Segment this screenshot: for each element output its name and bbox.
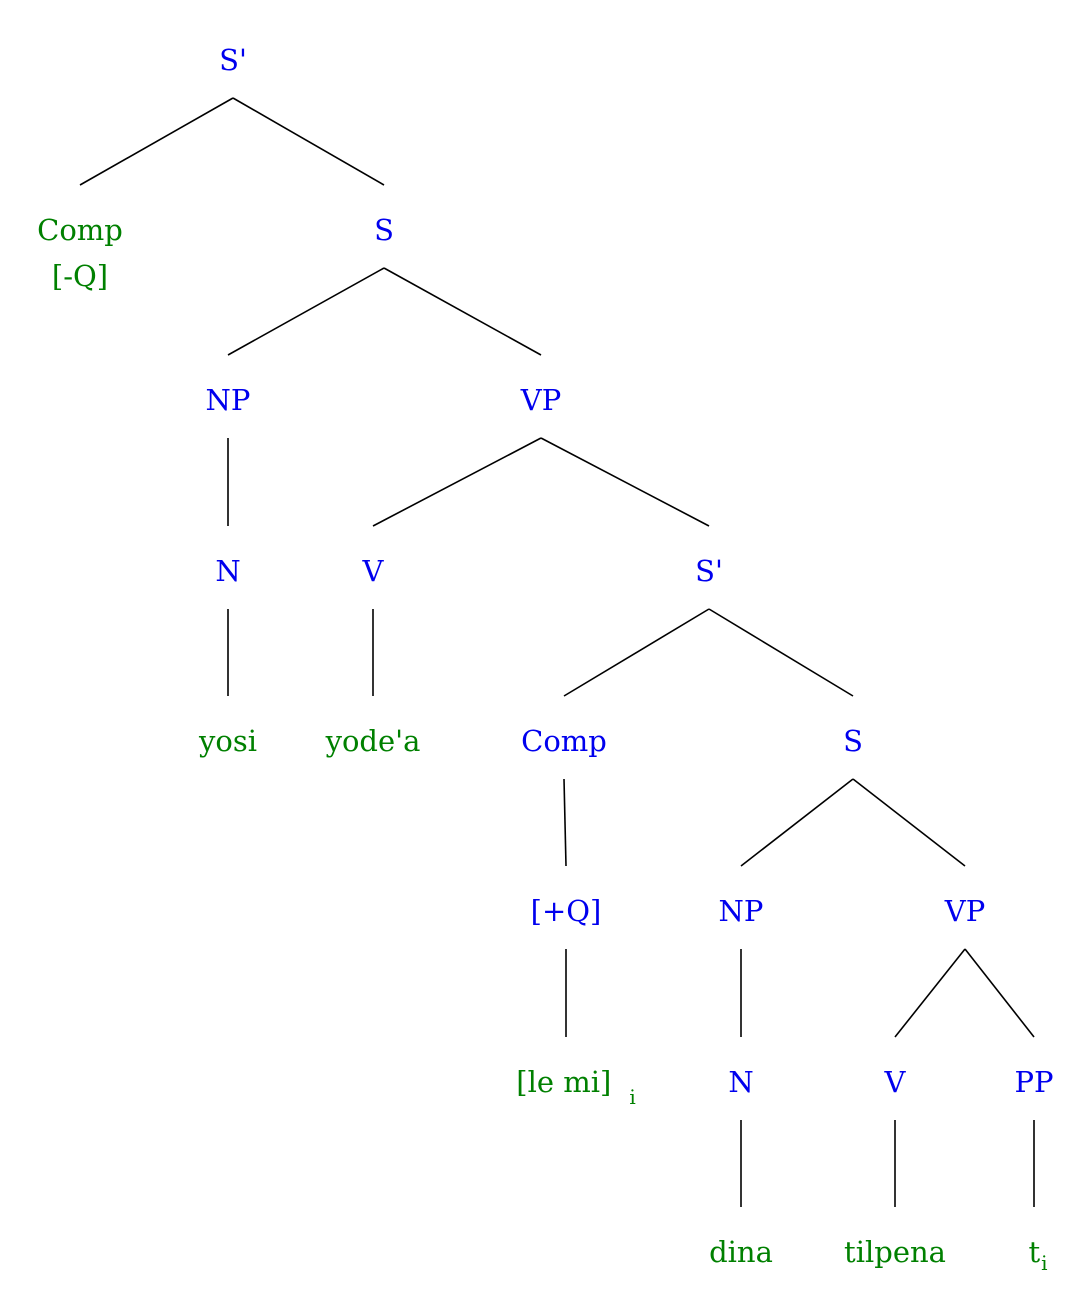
node-np1: NP bbox=[206, 383, 251, 417]
node-label-tilpena: tilpena bbox=[844, 1235, 946, 1269]
node-label-np1: NP bbox=[206, 383, 251, 417]
node-label-yodea: yode'a bbox=[325, 724, 421, 758]
node-yosi: yosi bbox=[198, 724, 257, 758]
edge-root-s1 bbox=[232, 97, 385, 186]
node-label-v1: V bbox=[362, 554, 385, 588]
node-label-yosi: yosi bbox=[198, 724, 257, 758]
node-sbar2: S' bbox=[695, 554, 723, 588]
node-label-comp2: Comp bbox=[521, 724, 607, 758]
node-comp1: Comp bbox=[37, 213, 123, 247]
node-label-s2: S bbox=[843, 724, 863, 758]
node-comp2: Comp bbox=[521, 724, 607, 758]
node-n2: N bbox=[728, 1065, 753, 1099]
node-lemi: [le mi] i bbox=[516, 1065, 635, 1109]
node-label-dina: dina bbox=[709, 1235, 773, 1269]
node-trace: ti bbox=[1028, 1235, 1047, 1275]
edge-vp2-pp bbox=[964, 948, 1035, 1038]
node-q2: [+Q] bbox=[531, 894, 602, 928]
edge-vp1-sbar2 bbox=[540, 437, 710, 527]
node-label-lemi: [le mi] bbox=[516, 1065, 611, 1099]
node-root: S' bbox=[219, 43, 247, 77]
edge-sbar2-s2 bbox=[708, 608, 854, 697]
node-v2: V bbox=[884, 1065, 907, 1099]
edge-sbar2-comp2 bbox=[563, 608, 710, 697]
node-label-q1: [-Q] bbox=[52, 259, 108, 293]
node-dina: dina bbox=[709, 1235, 773, 1269]
node-label-v2: V bbox=[884, 1065, 907, 1099]
edge-comp2-q2 bbox=[563, 778, 567, 867]
node-label-np2: NP bbox=[719, 894, 764, 928]
node-np2: NP bbox=[719, 894, 764, 928]
node-tilpena: tilpena bbox=[844, 1235, 946, 1269]
node-n1: N bbox=[215, 554, 240, 588]
node-label-vp2: VP bbox=[944, 894, 985, 928]
edge-root-comp1 bbox=[79, 97, 234, 186]
node-q1: [-Q] bbox=[52, 259, 108, 293]
node-vp1: VP bbox=[520, 383, 561, 417]
node-label-sbar2: S' bbox=[695, 554, 723, 588]
node-label-q2: [+Q] bbox=[531, 894, 602, 928]
node-label-n1: N bbox=[215, 554, 240, 588]
edge-s2-vp2 bbox=[852, 778, 966, 867]
edge-s1-vp1 bbox=[383, 267, 542, 356]
edge-s2-np2 bbox=[740, 778, 854, 867]
node-label-comp1: Comp bbox=[37, 213, 123, 247]
tree-edges bbox=[79, 97, 1035, 1207]
node-label-root: S' bbox=[219, 43, 247, 77]
node-s1: S bbox=[374, 213, 394, 247]
node-vp2: VP bbox=[944, 894, 985, 928]
node-v1: V bbox=[362, 554, 385, 588]
node-yodea: yode'a bbox=[325, 724, 421, 758]
edge-vp1-v1 bbox=[372, 437, 542, 527]
node-s2: S bbox=[843, 724, 863, 758]
node-subscript-trace: i bbox=[1041, 1251, 1047, 1275]
tree-labels: S'Comp[-Q]SNP VPN V S'yosi yode'a Comp S[+Q] NP… bbox=[37, 43, 1053, 1275]
node-label-vp1: VP bbox=[520, 383, 561, 417]
node-label-s1: S bbox=[374, 213, 394, 247]
node-subscript-lemi: i bbox=[629, 1085, 635, 1109]
edge-vp2-v2 bbox=[894, 948, 966, 1038]
node-label-pp: PP bbox=[1014, 1065, 1053, 1099]
node-label-trace: t bbox=[1028, 1235, 1040, 1269]
node-pp: PP bbox=[1014, 1065, 1053, 1099]
node-label-n2: N bbox=[728, 1065, 753, 1099]
edge-s1-np1 bbox=[227, 267, 385, 356]
